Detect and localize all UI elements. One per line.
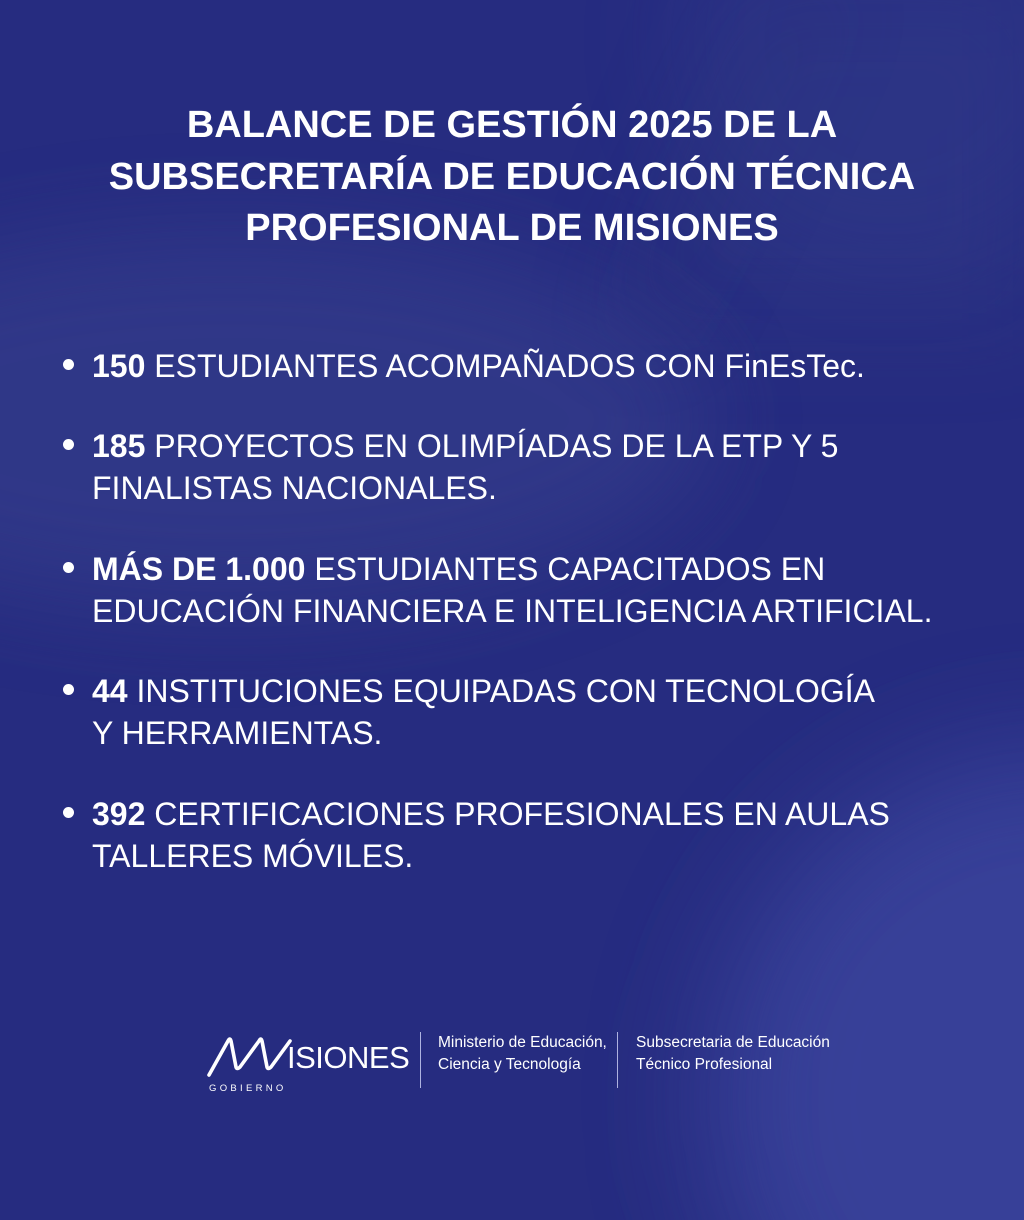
svg-text:GOBIERNO: GOBIERNO [209, 1083, 287, 1094]
svg-text:ISIONES: ISIONES [287, 1040, 409, 1075]
